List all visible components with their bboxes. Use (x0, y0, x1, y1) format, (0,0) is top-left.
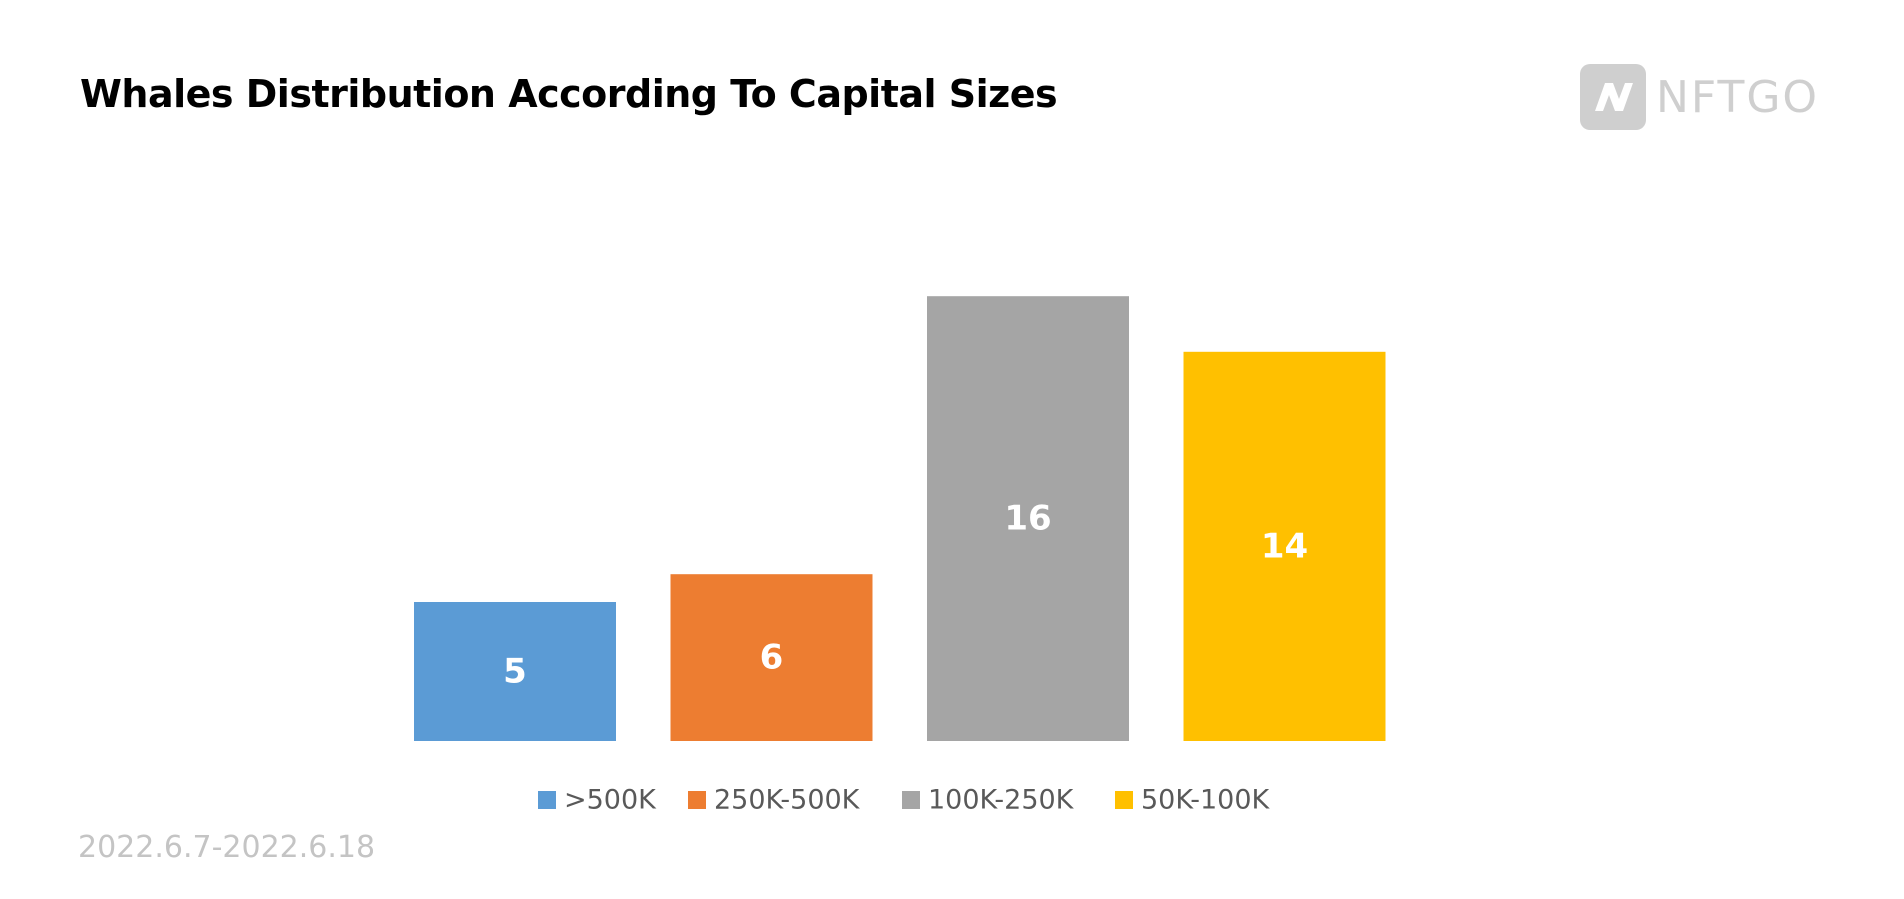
bar-1 (670, 574, 873, 741)
chart-title: Whales Distribution According To Capital… (80, 72, 1058, 116)
legend-swatch-0 (538, 791, 556, 809)
nftgo-logo-icon (1580, 64, 1646, 130)
bar-3 (1183, 351, 1386, 741)
legend-item-0: >500K (538, 785, 657, 816)
data-label-0: 5 (503, 652, 527, 692)
legend-item-3: 50K-100K (1115, 785, 1271, 816)
nftgo-logo-text: NFTGO (1656, 71, 1820, 123)
legend-item-1: 250K-500K (688, 785, 861, 816)
data-label-2: 16 (1004, 499, 1051, 539)
legend-label-3: 50K-100K (1141, 785, 1271, 816)
legend-swatch-1 (688, 791, 706, 809)
legend-item-2: 100K-250K (902, 785, 1075, 816)
legend-label-1: 250K-500K (714, 785, 861, 816)
legend-swatch-3 (1115, 791, 1133, 809)
date-range: 2022.6.7-2022.6.18 (78, 830, 376, 865)
legend-label-2: 100K-250K (928, 785, 1075, 816)
legend-swatch-2 (902, 791, 920, 809)
data-label-1: 6 (760, 638, 784, 678)
nftgo-logo: NFTGO (1580, 64, 1819, 130)
legend-label-0: >500K (564, 785, 657, 816)
bar-0 (414, 602, 616, 741)
data-label-3: 14 (1261, 526, 1308, 566)
bar-2 (927, 296, 1129, 741)
